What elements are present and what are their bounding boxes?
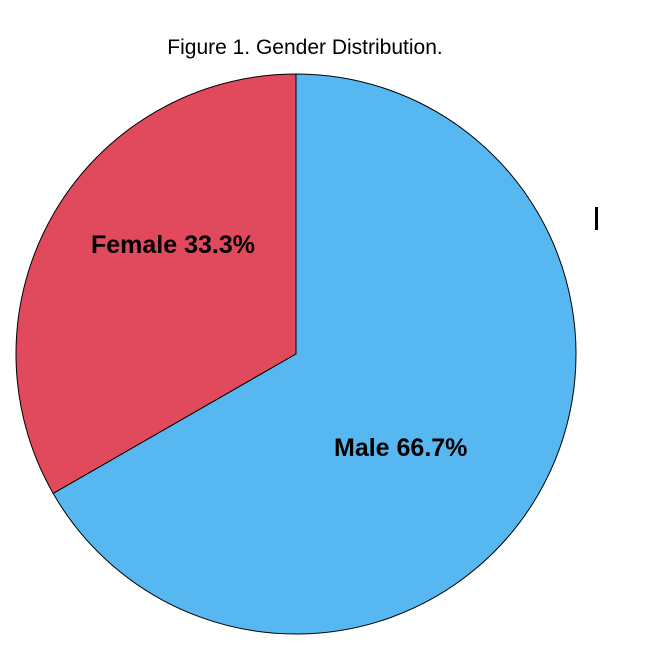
slice-label-female: Female 33.3% <box>91 231 255 259</box>
pie-slice-male <box>52 73 577 635</box>
pie-slice-female <box>15 73 297 495</box>
chart-title: Figure 1. Gender Distribution. <box>167 36 443 59</box>
slice-label-male: Male 66.7% <box>334 434 468 462</box>
stray-vertical-bar-mark <box>595 207 598 230</box>
